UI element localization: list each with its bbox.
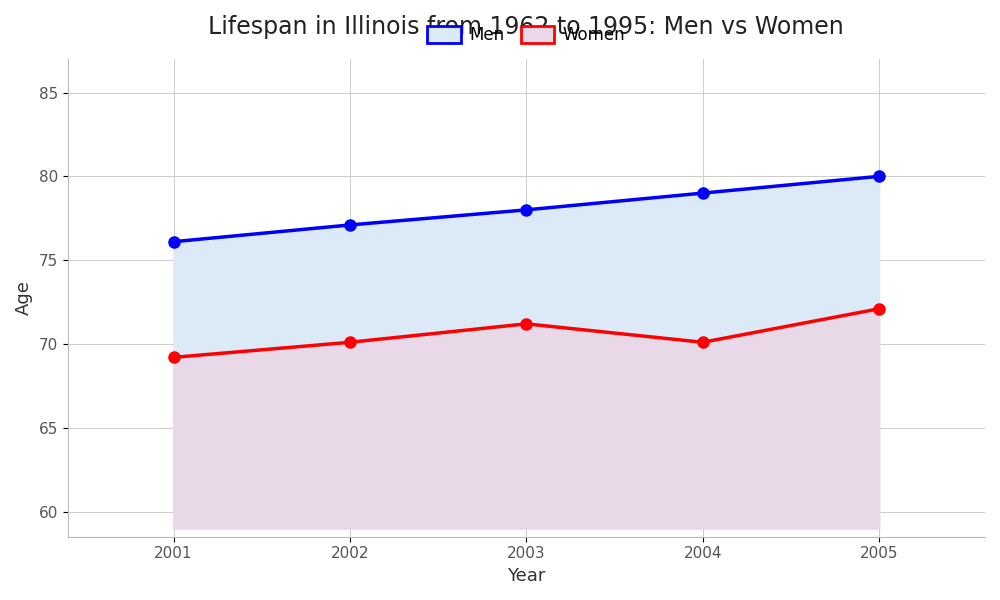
X-axis label: Year: Year — [507, 567, 546, 585]
Men — [697, 190, 709, 197]
Men — [520, 206, 532, 214]
Men — [344, 221, 356, 229]
Y-axis label: Age: Age — [15, 280, 33, 315]
Line: Men: Men — [168, 171, 885, 247]
Men — [873, 173, 885, 180]
Women — [168, 354, 180, 361]
Line: Women: Women — [168, 303, 885, 363]
Women — [873, 305, 885, 313]
Women — [697, 338, 709, 346]
Women — [344, 338, 356, 346]
Men — [168, 238, 180, 245]
Legend: Men, Women: Men, Women — [421, 20, 632, 51]
Title: Lifespan in Illinois from 1962 to 1995: Men vs Women: Lifespan in Illinois from 1962 to 1995: … — [208, 15, 844, 39]
Women — [520, 320, 532, 328]
